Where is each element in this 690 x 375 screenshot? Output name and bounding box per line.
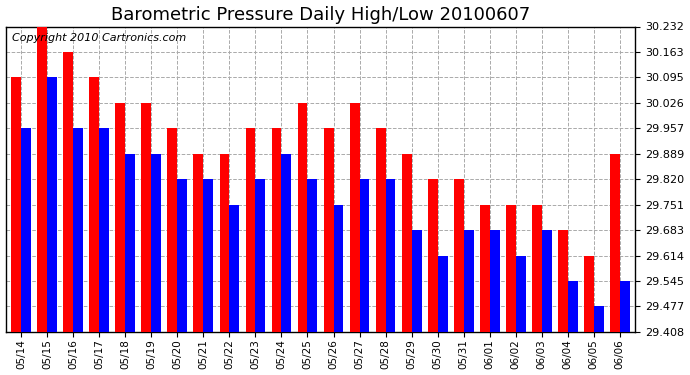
Bar — [324, 128, 333, 332]
Bar — [151, 154, 161, 332]
Bar — [282, 154, 291, 332]
Bar — [506, 205, 515, 332]
Bar — [255, 179, 266, 332]
Bar — [584, 256, 594, 332]
Bar — [37, 27, 47, 332]
Bar — [126, 154, 135, 332]
Bar — [246, 128, 255, 332]
Bar — [333, 205, 344, 332]
Bar — [11, 77, 21, 332]
Bar — [21, 128, 31, 332]
Bar — [229, 205, 239, 332]
Bar — [204, 179, 213, 332]
Bar — [454, 179, 464, 332]
Bar — [464, 230, 473, 332]
Bar — [219, 154, 229, 332]
Bar — [610, 154, 620, 332]
Bar — [168, 128, 177, 332]
Bar — [308, 179, 317, 332]
Text: Copyright 2010 Cartronics.com: Copyright 2010 Cartronics.com — [12, 33, 186, 43]
Bar — [177, 179, 187, 332]
Bar — [63, 52, 73, 332]
Bar — [350, 103, 359, 332]
Bar — [297, 103, 308, 332]
Bar — [402, 154, 412, 332]
Bar — [620, 281, 630, 332]
Bar — [542, 230, 552, 332]
Bar — [515, 256, 526, 332]
Bar — [532, 205, 542, 332]
Bar — [386, 179, 395, 332]
Bar — [90, 77, 99, 332]
Title: Barometric Pressure Daily High/Low 20100607: Barometric Pressure Daily High/Low 20100… — [111, 6, 530, 24]
Bar — [193, 154, 204, 332]
Bar — [594, 306, 604, 332]
Bar — [437, 256, 448, 332]
Bar — [412, 230, 422, 332]
Bar — [141, 103, 151, 332]
Bar — [490, 230, 500, 332]
Bar — [480, 205, 490, 332]
Bar — [73, 128, 83, 332]
Bar — [47, 77, 57, 332]
Bar — [272, 128, 282, 332]
Bar — [359, 179, 369, 332]
Bar — [558, 230, 568, 332]
Bar — [375, 128, 386, 332]
Bar — [568, 281, 578, 332]
Bar — [115, 103, 126, 332]
Bar — [99, 128, 109, 332]
Bar — [428, 179, 437, 332]
